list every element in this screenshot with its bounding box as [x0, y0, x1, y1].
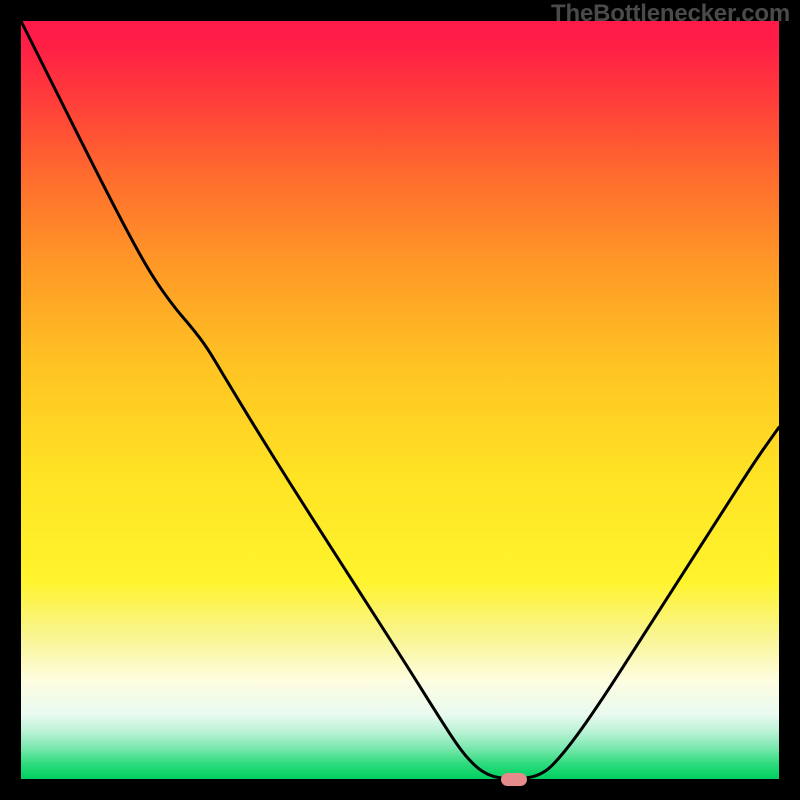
curve-path — [21, 21, 779, 778]
plot-area — [21, 21, 779, 779]
optimal-point-marker — [501, 773, 527, 786]
watermark-text: TheBottlenecker.com — [551, 0, 790, 28]
chart-container: TheBottlenecker.com — [0, 0, 800, 800]
bottleneck-curve — [21, 21, 779, 779]
